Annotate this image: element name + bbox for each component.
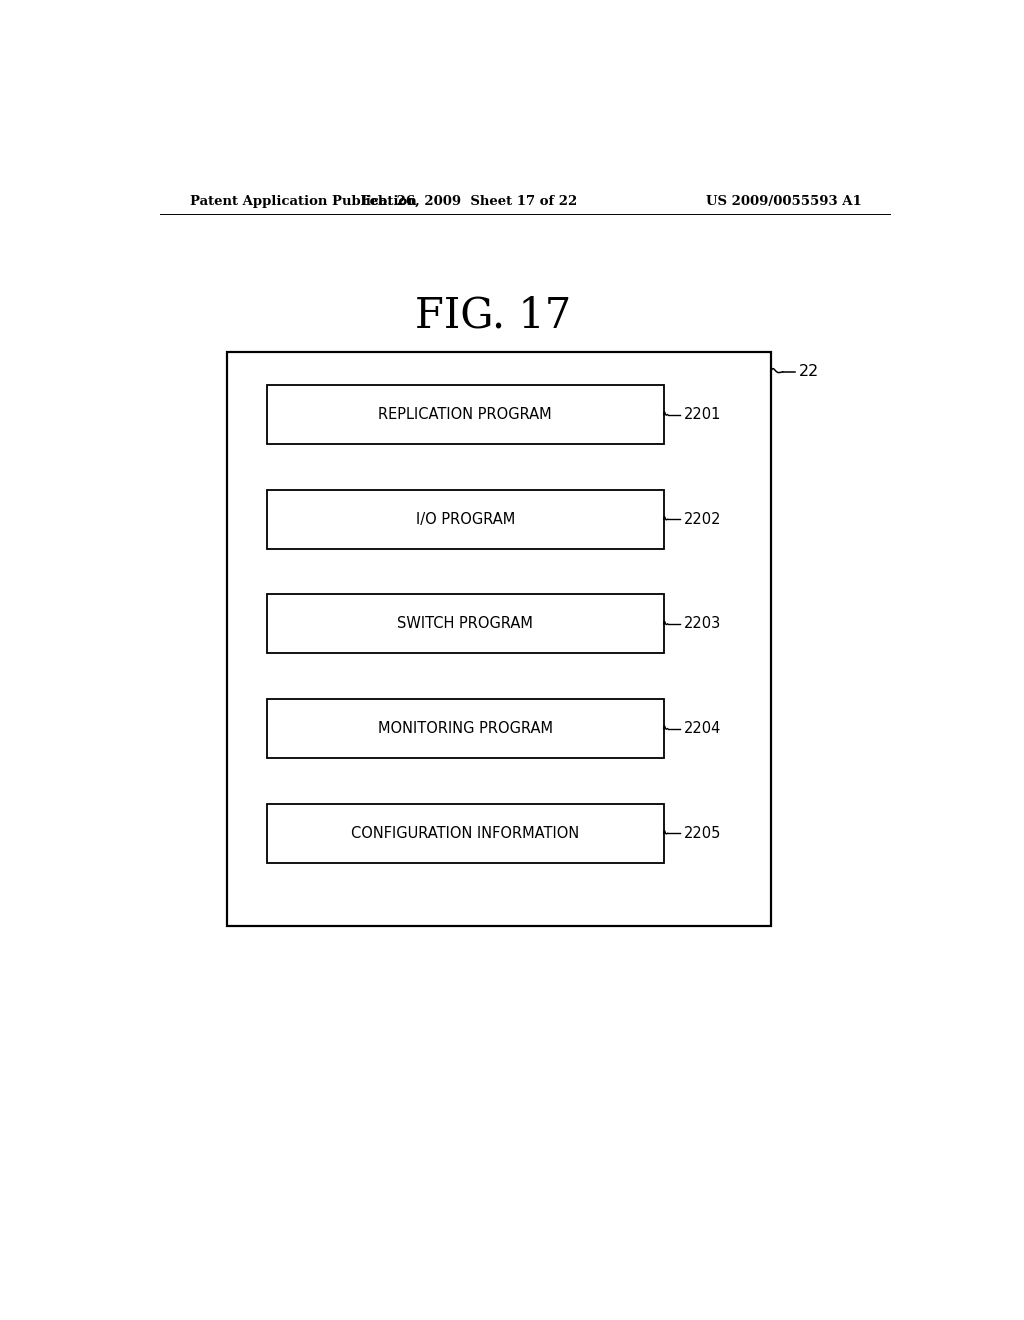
Text: 2201: 2201 <box>684 407 721 422</box>
Text: 2203: 2203 <box>684 616 721 631</box>
Text: 2202: 2202 <box>684 512 721 527</box>
Bar <box>267 490 664 549</box>
Text: Feb. 26, 2009  Sheet 17 of 22: Feb. 26, 2009 Sheet 17 of 22 <box>361 194 578 207</box>
Text: FIG. 17: FIG. 17 <box>415 294 571 337</box>
Text: US 2009/0055593 A1: US 2009/0055593 A1 <box>707 194 862 207</box>
Text: SWITCH PROGRAM: SWITCH PROGRAM <box>397 616 534 631</box>
Text: 22: 22 <box>799 364 819 379</box>
Text: Patent Application Publication: Patent Application Publication <box>189 194 417 207</box>
Bar <box>267 700 664 758</box>
Text: MONITORING PROGRAM: MONITORING PROGRAM <box>378 721 553 737</box>
Bar <box>267 385 664 444</box>
Text: CONFIGURATION INFORMATION: CONFIGURATION INFORMATION <box>351 826 580 841</box>
Bar <box>227 351 771 925</box>
Bar <box>267 804 664 863</box>
Text: 2205: 2205 <box>684 826 721 841</box>
Text: 2204: 2204 <box>684 721 721 737</box>
Text: I/O PROGRAM: I/O PROGRAM <box>416 512 515 527</box>
Text: REPLICATION PROGRAM: REPLICATION PROGRAM <box>379 407 552 422</box>
Bar <box>267 594 664 653</box>
